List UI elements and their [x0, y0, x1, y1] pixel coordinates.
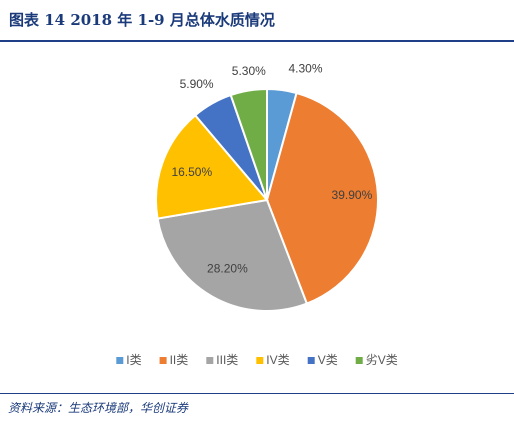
legend-item: V类 [307, 353, 338, 367]
legend-item: IV类 [256, 353, 290, 367]
legend-label: II类 [170, 353, 189, 367]
legend-label: V类 [318, 353, 338, 367]
legend-label: IV类 [266, 353, 289, 367]
figure-title: 图表 14 2018 年 1-9 月总体水质情况 [9, 11, 275, 29]
header-divider [0, 40, 514, 42]
slice-data-label: 39.90% [332, 188, 373, 202]
chart-legend: I类 II类 III类 IV类 V类 劣V类 [116, 353, 398, 367]
legend-swatch [159, 357, 167, 364]
pie-slice-2 [265, 91, 379, 305]
legend-swatch [307, 357, 315, 364]
slice-data-label: 4.30% [289, 61, 323, 75]
legend-label: I类 [126, 353, 141, 367]
pie-chart: 4.30% 39.90% 28.20% 16.50% 5.90% 5.30% I类 II类 II… [116, 61, 398, 367]
legend-label: 劣V类 [366, 353, 398, 367]
pie-slice-3 [156, 198, 309, 312]
legend-swatch [256, 357, 264, 364]
legend-label: III类 [216, 353, 238, 367]
pie-slice-4 [155, 113, 269, 220]
legend-item: II类 [159, 353, 189, 367]
legend-item: I类 [116, 353, 142, 367]
slice-data-label: 16.50% [171, 165, 212, 179]
figure-header: 图表 14 2018 年 1-9 月总体水质情况 [0, 0, 514, 42]
slice-data-label: 5.90% [180, 77, 214, 91]
pie-slice-6 [229, 87, 268, 201]
legend-item: III类 [206, 353, 238, 367]
slice-data-label: 5.30% [232, 64, 266, 78]
slice-data-label: 28.20% [207, 262, 248, 276]
legend-swatch [206, 357, 214, 364]
legend-swatch [116, 357, 124, 364]
source-note: 资料来源：生态环境部，华创证券 [8, 401, 189, 415]
footer-divider [0, 393, 514, 394]
legend-swatch [355, 357, 363, 364]
legend-item: 劣V类 [355, 353, 398, 367]
